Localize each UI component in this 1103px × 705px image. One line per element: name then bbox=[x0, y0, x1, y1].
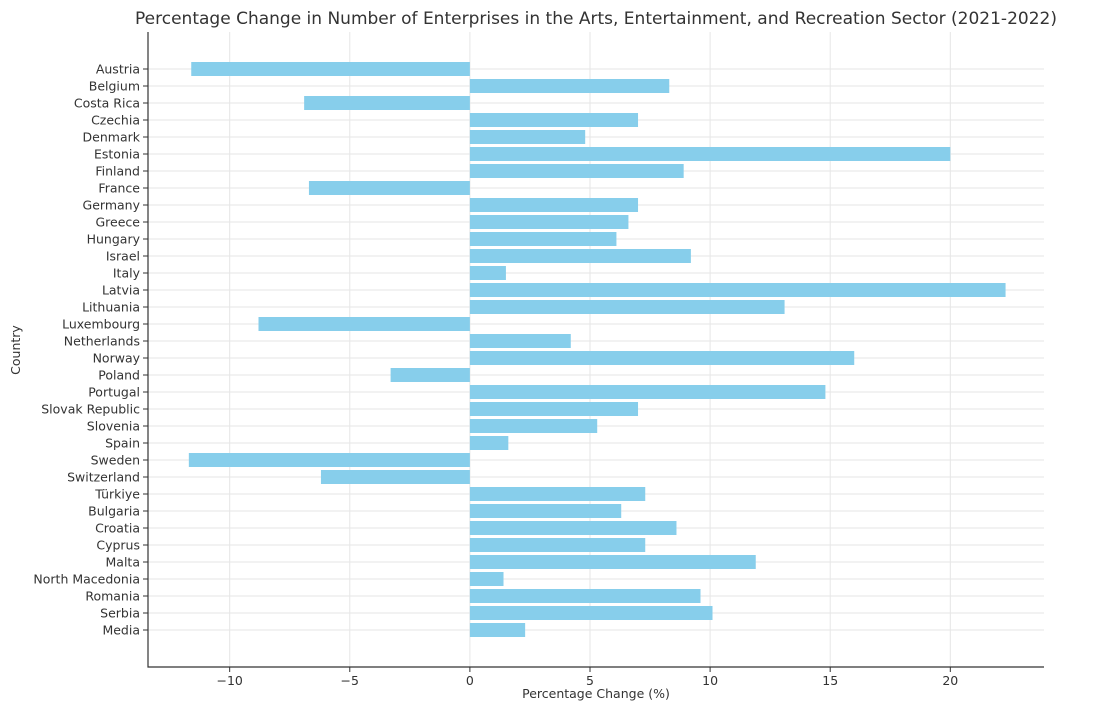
y-tick-label: France bbox=[98, 181, 140, 196]
chart-title: Percentage Change in Number of Enterpris… bbox=[135, 9, 1057, 29]
x-tick-label: 5 bbox=[586, 673, 594, 688]
y-tick-label: Lithuania bbox=[82, 300, 140, 315]
y-tick-label: Slovak Republic bbox=[41, 402, 140, 417]
y-tick-label: Italy bbox=[113, 266, 141, 281]
y-axis-label: Country bbox=[8, 325, 23, 375]
y-tick-label: Malta bbox=[106, 555, 140, 570]
bar bbox=[469, 198, 639, 212]
y-tick-label: Estonia bbox=[94, 147, 140, 162]
y-tick-label: Luxembourg bbox=[62, 317, 140, 332]
y-tick-label: Germany bbox=[83, 198, 141, 213]
bar bbox=[469, 147, 951, 161]
y-tick-label: Costa Rica bbox=[74, 96, 140, 111]
y-tick-label: Latvia bbox=[102, 283, 140, 298]
bar bbox=[469, 215, 629, 229]
bar bbox=[469, 487, 646, 501]
y-tick-label: Türkiye bbox=[94, 487, 140, 502]
x-axis-ticks: −10 −5 0 5 10 15 20 bbox=[216, 667, 958, 688]
bar bbox=[469, 266, 506, 280]
y-tick-label: Denmark bbox=[83, 130, 141, 145]
x-tick-label: 0 bbox=[466, 673, 474, 688]
bar bbox=[469, 385, 826, 399]
bar bbox=[469, 79, 670, 93]
bar bbox=[469, 555, 756, 569]
bar bbox=[191, 62, 470, 76]
y-tick-label: Switzerland bbox=[67, 470, 140, 485]
bar bbox=[258, 317, 470, 331]
y-tick-label: Romania bbox=[85, 589, 140, 604]
y-tick-label: Sweden bbox=[91, 453, 140, 468]
y-tick-label: Greece bbox=[96, 215, 141, 230]
bar bbox=[469, 283, 1006, 297]
y-tick-label: Finland bbox=[95, 164, 140, 179]
y-axis-ticks: Austria Belgium Costa Rica Czechia Denmark Es… bbox=[33, 62, 148, 638]
bar bbox=[469, 419, 598, 433]
bar bbox=[320, 470, 470, 484]
y-tick-label: Austria bbox=[96, 62, 140, 77]
bars bbox=[188, 62, 1006, 637]
x-tick-label: 15 bbox=[822, 673, 838, 688]
bar bbox=[469, 232, 617, 246]
bar bbox=[469, 436, 509, 450]
bar bbox=[469, 249, 691, 263]
y-tick-label: Serbia bbox=[100, 606, 140, 621]
bar bbox=[469, 589, 701, 603]
bar bbox=[188, 453, 470, 467]
y-tick-label: North Macedonia bbox=[33, 572, 140, 587]
y-tick-label: Czechia bbox=[91, 113, 140, 128]
y-tick-label: Poland bbox=[98, 368, 140, 383]
bar bbox=[308, 181, 470, 195]
y-tick-label: Netherlands bbox=[64, 334, 140, 349]
bar bbox=[469, 351, 855, 365]
x-tick-label: −10 bbox=[216, 673, 242, 688]
bar bbox=[469, 504, 622, 518]
bar bbox=[469, 334, 571, 348]
x-tick-label: 20 bbox=[942, 673, 958, 688]
y-tick-label: Croatia bbox=[95, 521, 140, 536]
y-tick-label: Slovenia bbox=[87, 419, 140, 434]
bar bbox=[469, 300, 785, 314]
y-tick-label: Israel bbox=[106, 249, 140, 264]
bar bbox=[469, 538, 646, 552]
bar bbox=[469, 521, 677, 535]
bar bbox=[469, 164, 684, 178]
y-tick-label: Hungary bbox=[87, 232, 141, 247]
y-tick-label: Norway bbox=[93, 351, 141, 366]
x-axis-label: Percentage Change (%) bbox=[522, 686, 670, 701]
y-tick-label: Media bbox=[102, 623, 140, 638]
bar bbox=[469, 606, 713, 620]
y-tick-label: Cyprus bbox=[96, 538, 140, 553]
y-tick-label: Belgium bbox=[89, 79, 140, 94]
bar bbox=[469, 113, 639, 127]
y-tick-label: Spain bbox=[105, 436, 140, 451]
bar bbox=[304, 96, 470, 110]
y-tick-label: Portugal bbox=[88, 385, 140, 400]
x-tick-label: 10 bbox=[702, 673, 718, 688]
bar bbox=[469, 402, 639, 416]
x-tick-label: −5 bbox=[341, 673, 359, 688]
y-tick-label: Bulgaria bbox=[88, 504, 140, 519]
bar bbox=[469, 130, 586, 144]
bar bbox=[469, 623, 526, 637]
bar bbox=[469, 572, 504, 586]
grid bbox=[148, 32, 1044, 667]
bar bbox=[390, 368, 470, 382]
axes-spine bbox=[147, 32, 1044, 668]
